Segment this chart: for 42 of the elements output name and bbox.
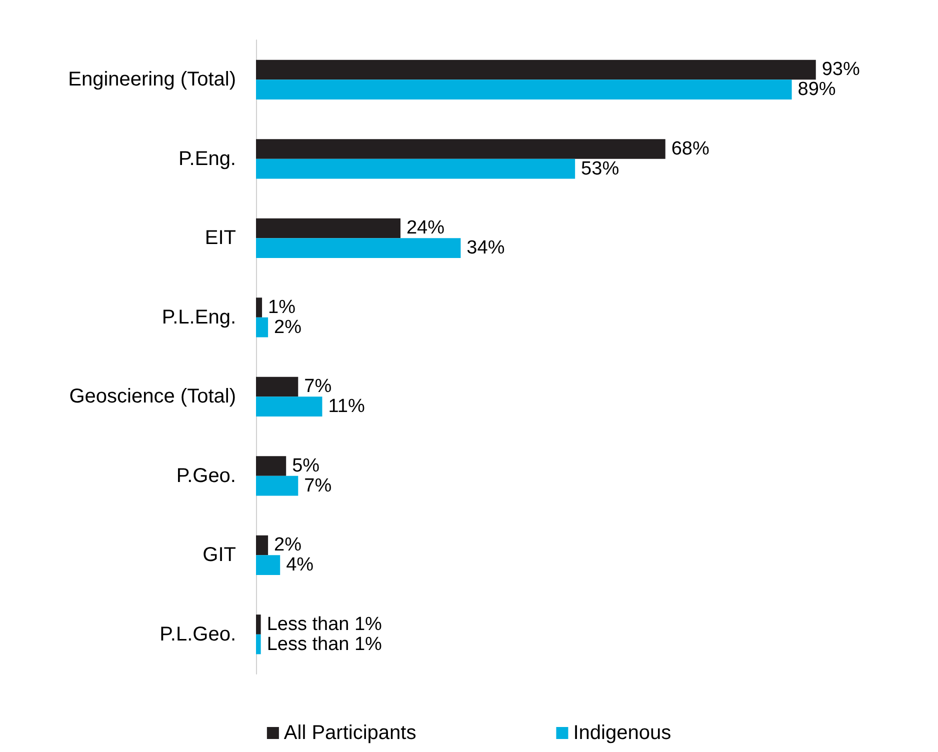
legend-label: All Participants bbox=[284, 722, 416, 744]
bar bbox=[256, 218, 400, 238]
y-tick-label: GIT bbox=[202, 544, 236, 566]
data-label: 5% bbox=[292, 455, 320, 476]
y-tick-label: P.L.Geo. bbox=[160, 623, 236, 646]
data-label: Less than 1% bbox=[266, 634, 382, 655]
data-label: 7% bbox=[304, 475, 332, 496]
bar bbox=[256, 238, 461, 258]
bar bbox=[256, 158, 576, 179]
bar bbox=[256, 535, 268, 556]
bar bbox=[256, 298, 262, 318]
bar bbox=[256, 396, 322, 416]
y-tick-label: Engineering (Total) bbox=[68, 68, 236, 91]
y-tick-label: P.Geo. bbox=[176, 464, 236, 487]
bar bbox=[256, 60, 816, 80]
data-label: 24% bbox=[406, 218, 445, 239]
data-label: 4% bbox=[286, 554, 314, 576]
y-tick-label: P.Eng. bbox=[178, 148, 236, 170]
data-label: 1% bbox=[268, 296, 296, 318]
data-label: 68% bbox=[671, 138, 710, 160]
bar bbox=[256, 317, 268, 338]
bar bbox=[256, 80, 792, 100]
data-label: 34% bbox=[466, 238, 505, 259]
bar bbox=[256, 614, 261, 634]
data-label: 53% bbox=[581, 158, 620, 180]
y-tick-label: Geoscience (Total) bbox=[69, 386, 236, 408]
bar bbox=[256, 476, 298, 496]
legend-label: Indigenous bbox=[573, 722, 672, 744]
bar bbox=[256, 376, 298, 397]
data-label: 93% bbox=[822, 59, 860, 80]
bar bbox=[256, 634, 261, 654]
y-tick-label: P.L.Eng. bbox=[162, 306, 236, 328]
data-label: 89% bbox=[798, 79, 836, 100]
bar bbox=[256, 456, 286, 476]
bar bbox=[256, 555, 280, 575]
data-label: 11% bbox=[328, 396, 365, 418]
data-label: 2% bbox=[274, 534, 302, 556]
y-tick-label: EIT bbox=[204, 227, 236, 250]
data-label: Less than 1% bbox=[266, 614, 382, 635]
bar bbox=[256, 139, 666, 159]
data-label: 2% bbox=[274, 316, 302, 338]
data-label: 7% bbox=[304, 376, 332, 398]
